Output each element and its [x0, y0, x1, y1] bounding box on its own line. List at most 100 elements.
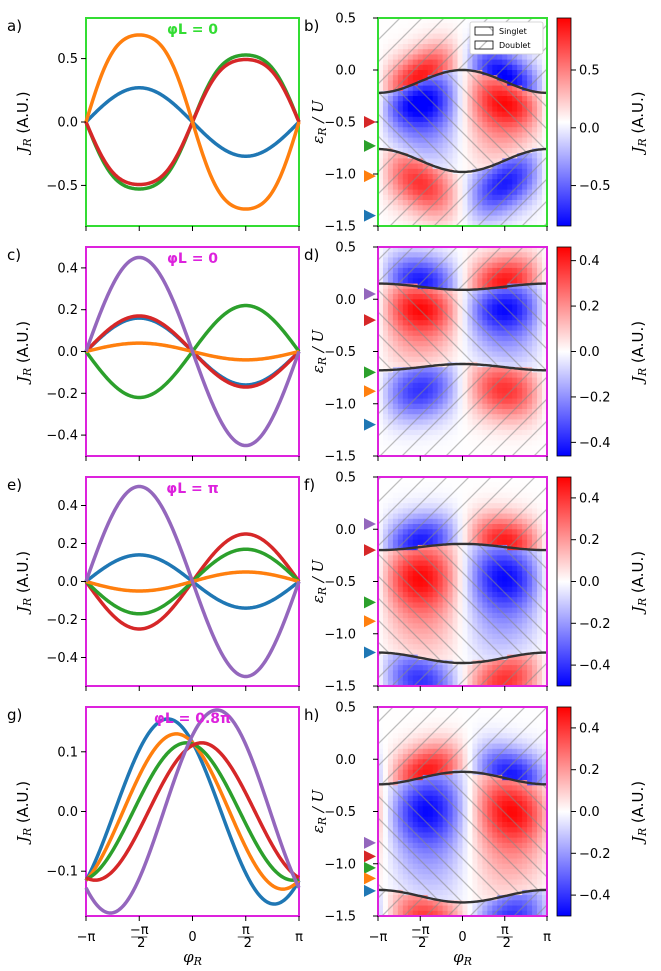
- colorbar-gradient: [556, 476, 572, 687]
- y-axis-label: JR (A.U.): [14, 551, 34, 615]
- x-tick-label: 0: [188, 930, 196, 945]
- colorbar-tick-label: 0.4: [579, 491, 600, 506]
- y-tick-label: 0.2: [57, 303, 78, 318]
- level-marker-1: [364, 314, 376, 327]
- y-axis-label: JR (A.U.): [14, 91, 34, 155]
- y-tick-label: −1.0: [324, 168, 356, 183]
- heatmap-panel-1: 0.5 0.0 −0.5 −1.0 −1.5 b) εR / U Singlet Doublet…: [304, 12, 649, 235]
- panel-label: f): [304, 476, 315, 494]
- series-line-4: [84, 484, 301, 679]
- level-marker-1: [364, 544, 376, 557]
- y-tick-label: −1.5: [324, 220, 356, 235]
- singlet-region: [378, 70, 547, 172]
- panel-title: φL = 0: [167, 251, 218, 267]
- line-panel-2: 0.4 0.2 0.0 −0.2 −0.4 c) φL = 0: [7, 246, 301, 461]
- line-panel-0: 0.50.0−0.5a) φL = 0: [7, 17, 301, 231]
- y-tick-label: −1.5: [324, 450, 356, 465]
- y-tick-label: 0.2: [57, 537, 78, 552]
- y-tick-label: 0.0: [57, 345, 78, 360]
- panel-title: φL = π: [166, 481, 218, 497]
- y-tick-label: −0.5: [324, 116, 356, 131]
- y-tick-label: 0.5: [335, 12, 356, 27]
- colorbar-tick-label: −0.4: [579, 659, 611, 674]
- heatmap-panel-7: 0.50.0−0.5−1.0−1.5h)εR / U0.40.20.0−0.2−…: [304, 701, 649, 952]
- legend: Singlet Doublet: [469, 21, 544, 55]
- legend-swatch-singlet: [474, 26, 494, 36]
- colorbar-tick-label: 0.4: [579, 254, 600, 269]
- y-tick-label: −0.2: [46, 387, 78, 402]
- level-marker-1: [364, 139, 376, 152]
- heatmap-panel-5: 0.50.0−0.5−1.0−1.5f)εR / U0.40.20.0−0.2−…: [304, 471, 649, 695]
- x-axis-label: φR: [183, 948, 202, 968]
- level-marker-0: [364, 288, 376, 301]
- x-tick-label: π: [295, 930, 303, 945]
- series-line-3: [85, 741, 300, 882]
- level-marker-2: [364, 170, 376, 183]
- y-tick-label: 0.5: [335, 241, 356, 256]
- colorbar-label: JR (A.U.): [629, 321, 649, 385]
- x-tick-label: π: [242, 923, 250, 938]
- colorbar-tick-label: −0.2: [579, 617, 611, 632]
- legend-label-doublet: Doublet: [499, 41, 530, 50]
- doublet-region: [378, 477, 547, 551]
- panel-label: e): [7, 476, 22, 494]
- level-marker-4: [364, 418, 376, 431]
- doublet-region: [378, 652, 547, 686]
- y-tick-label: −0.5: [324, 575, 356, 590]
- phase-boundary-1: [378, 651, 547, 665]
- y-tick-label: −0.5: [324, 345, 356, 360]
- level-marker-3: [364, 209, 376, 222]
- level-marker-4: [364, 646, 376, 659]
- doublet-region: [378, 364, 547, 456]
- y-tick-label: 0.4: [57, 499, 78, 514]
- y-tick-label: −1.5: [324, 680, 356, 695]
- y-axis-label: εR / U: [309, 558, 329, 603]
- level-marker-2: [364, 596, 376, 609]
- line-panel-6: 0.10.0−0.1g) φL = 0.8π−π −π2 0 π2 π: [7, 706, 303, 951]
- level-marker-3: [364, 615, 376, 628]
- y-tick-label: 0.0: [335, 64, 356, 79]
- y-tick-label: −1.0: [324, 627, 356, 642]
- colorbar-tick-label: 0.0: [579, 345, 600, 360]
- singlet-region: [378, 283, 547, 371]
- y-tick-label: −0.4: [46, 429, 78, 444]
- colorbar-tick-label: 0.2: [579, 533, 600, 548]
- phase-boundary-0: [377, 68, 548, 95]
- legend-label-singlet: Singlet: [499, 27, 527, 36]
- colorbar-tick-label: −0.4: [579, 436, 611, 451]
- singlet-region: [378, 543, 547, 663]
- colorbar-tick-label: 0.0: [579, 575, 600, 590]
- y-tick-label: −1.0: [324, 397, 356, 412]
- colorbar-tick-label: 0.5: [579, 64, 600, 79]
- x-tick-label: −π: [77, 930, 96, 945]
- colorbar: 0.4 0.2 0.0 −0.2 −0.4 JR (A.U.): [556, 476, 649, 687]
- level-marker-2: [364, 366, 376, 379]
- panel-title: φL = 0: [167, 22, 218, 38]
- colorbar-tick-label: 0.2: [579, 300, 600, 315]
- y-tick-label: 0.0: [335, 523, 356, 538]
- panel-label: c): [7, 246, 21, 264]
- y-tick-label: −0.1: [46, 865, 78, 880]
- colorbar-tick-label: −0.5: [579, 179, 611, 194]
- y-tick-label: −0.4: [46, 651, 78, 666]
- colorbar-tick-label: −0.2: [579, 390, 611, 405]
- colorbar: 0.50.0−0.5JR (A.U.): [556, 17, 649, 227]
- x-tick-label-den: 2: [137, 936, 145, 951]
- y-axis-label: εR / U: [309, 99, 329, 144]
- panel-label: g): [7, 706, 22, 724]
- y-tick-label: 0.4: [57, 261, 78, 276]
- panel-label: b): [304, 17, 319, 35]
- x-tick-label: −π: [130, 923, 149, 938]
- colorbar-label: JR (A.U.): [629, 551, 649, 615]
- doublet-region: [378, 247, 547, 290]
- doublet-region: [378, 149, 547, 226]
- y-axis-label: JR (A.U.): [14, 781, 34, 845]
- phase-boundary-0: [378, 282, 547, 291]
- legend-swatch-doublet: [474, 40, 494, 50]
- colorbar-gradient: [556, 246, 572, 457]
- panel-label: a): [7, 17, 22, 35]
- y-tick-label: −0.2: [46, 613, 78, 628]
- series-line-4: [84, 708, 301, 915]
- y-axis-label: JR (A.U.): [14, 321, 34, 385]
